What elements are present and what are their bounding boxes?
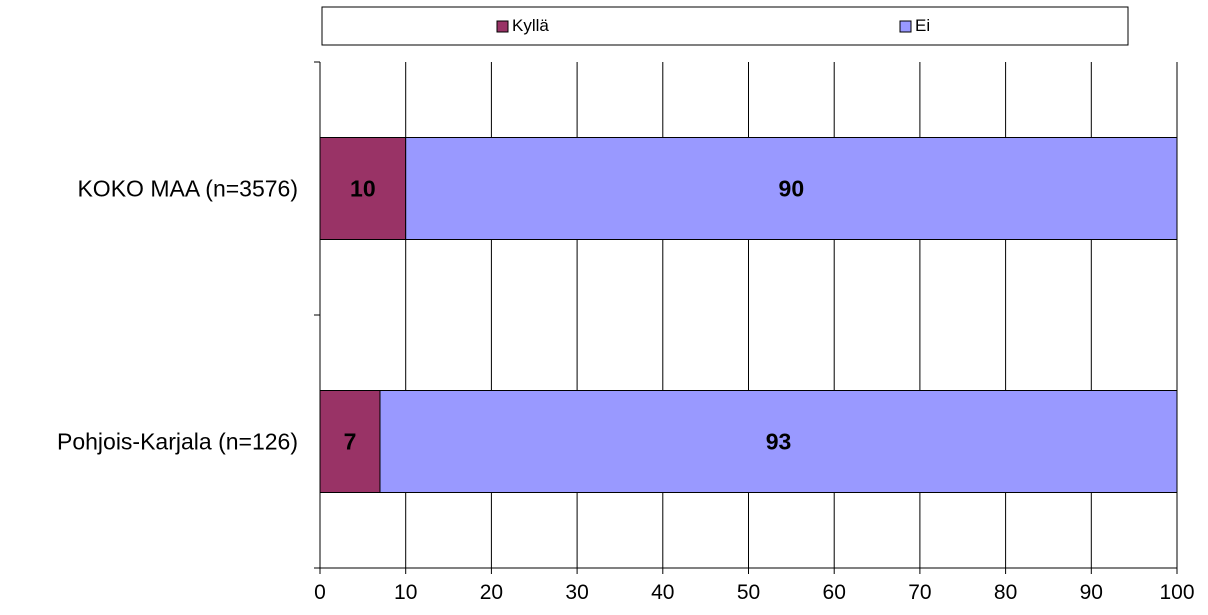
- legend-label-ei: Ei: [915, 16, 930, 35]
- legend-box: [321, 6, 1129, 46]
- x-tick-label-60: 60: [823, 581, 846, 604]
- x-tick-label-50: 50: [737, 581, 760, 604]
- legend-label-kyll: Kyllä: [512, 16, 549, 35]
- x-tick-label-30: 30: [565, 581, 588, 604]
- x-tick-label-90: 90: [1080, 581, 1103, 604]
- data-label-kyll-pohjois-karjala-n-126: 7: [344, 429, 357, 455]
- legend-swatch-ei: [899, 20, 912, 33]
- legend: Kyllä Ei: [321, 6, 1129, 46]
- x-tick-label-100: 100: [1159, 581, 1194, 604]
- category-label-pohjois-karjala-n-126: Pohjois-Karjala (n=126): [57, 429, 298, 455]
- x-tick-label-0: 0: [314, 581, 326, 604]
- bar-ei-koko-maa-n-3576: [405, 137, 1178, 240]
- data-label-ei-pohjois-karjala-n-126: 93: [766, 429, 792, 455]
- x-tick-label-20: 20: [480, 581, 503, 604]
- x-tick-label-80: 80: [994, 581, 1017, 604]
- data-label-kyll-koko-maa-n-3576: 10: [350, 176, 376, 202]
- bars: [319, 137, 1178, 493]
- legend-swatch-kyll: [496, 20, 509, 33]
- x-tick-label-70: 70: [908, 581, 931, 604]
- data-label-ei-koko-maa-n-3576: 90: [779, 176, 805, 202]
- bar-ei-pohjois-karjala-n-126: [379, 390, 1178, 493]
- labels: 10 90 KOKO MAA (n=3576) 7 93 Pohjois-Karjala …: [57, 176, 804, 455]
- axes: 0 10 20 30 40 50 60 70 80 90 100: [314, 61, 1195, 604]
- x-tick-label-10: 10: [394, 581, 417, 604]
- x-tick-label-40: 40: [651, 581, 674, 604]
- category-label-koko-maa-n-3576: KOKO MAA (n=3576): [77, 176, 298, 202]
